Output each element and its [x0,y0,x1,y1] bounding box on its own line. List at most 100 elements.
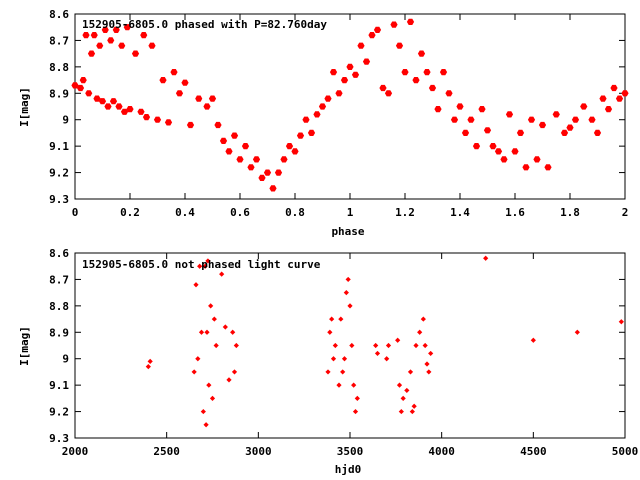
data-point [352,408,359,415]
y-tick-label: 8.7 [49,34,69,47]
data-point [233,342,239,349]
data-point [82,32,90,39]
data-point [258,174,266,181]
data-point [230,132,239,139]
phased-chart: 8.6 8.7 8.8 8.9 9 9.1 9.2 9.3 0 0.2 0.4 0.6 0.8 1 1.2… [18,8,629,238]
data-point [340,369,346,375]
data-point [231,369,238,375]
data-point [417,329,423,335]
data-point [511,148,519,155]
data-point [213,342,219,349]
y-tick-label: 8.6 [49,247,69,260]
data-point [159,77,167,84]
raw-x-axis-ticks: 2000 2500 3000 3500 4000 4500 5000 [62,253,638,458]
data-point [280,156,288,163]
data-point [413,342,419,349]
data-point [483,255,489,261]
data-point [379,84,387,92]
data-point [368,32,376,39]
x-tick-label: 1.6 [505,206,525,219]
raw-chart-title: 152905-6805.0 not phased light curve [82,258,321,271]
data-point [208,303,214,309]
data-point [296,132,305,139]
phased-x-axis-ticks: 0 0.2 0.4 0.6 0.8 1 1.2 1.4 1.6 1.8 2 [72,14,628,219]
data-point [197,263,203,269]
data-point [219,271,225,277]
data-point [153,116,162,123]
data-point [409,408,415,415]
data-point [516,129,525,136]
data-point [170,69,178,76]
data-point [434,106,442,113]
data-point [142,114,151,121]
data-point [423,69,431,76]
data-point [351,71,360,78]
data-point [76,84,85,92]
data-point [164,119,173,126]
data-point [148,42,156,49]
data-point [327,329,333,335]
data-point [494,148,503,155]
data-point [313,111,321,118]
data-point [140,32,148,39]
data-point [580,103,588,110]
data-point [181,79,189,86]
data-point [93,95,101,102]
y-tick-label: 9 [62,114,69,127]
data-point [204,329,210,335]
x-tick-label: 1 [347,206,354,219]
data-point [604,106,613,113]
data-point [400,395,406,401]
data-point [472,143,481,150]
data-point [505,111,514,118]
data-point [384,90,393,97]
y-tick-label: 8.6 [49,8,69,21]
data-point [202,263,208,269]
data-point [98,98,107,105]
data-point [621,90,629,97]
x-tick-label: 4000 [428,445,455,458]
data-point [593,129,602,136]
y-tick-label: 8.8 [49,61,69,74]
data-point [208,95,217,102]
data-point [422,342,428,349]
x-tick-label: 1.4 [450,206,470,219]
data-point [500,156,508,163]
data-point [428,84,437,92]
data-point [384,356,390,362]
data-point [574,329,580,335]
data-point [588,116,596,123]
x-tick-label: 0 [72,206,79,219]
data-point [206,382,212,388]
x-tick-label: 2000 [62,445,89,458]
data-point [404,387,410,394]
data-point [530,337,536,343]
y-tick-label: 9.1 [49,379,69,392]
data-point [461,129,470,136]
data-point [274,169,283,176]
data-point [107,37,115,44]
data-point [209,395,216,401]
data-point [599,95,607,102]
data-point [193,282,199,288]
data-point [426,369,432,375]
data-point [340,77,349,84]
data-point [145,364,151,370]
data-point [203,103,211,110]
data-point [318,103,327,110]
data-point [79,77,87,84]
data-point [396,382,403,388]
data-point [236,156,244,163]
phased-y-axis-ticks: 8.6 8.7 8.8 8.9 9 9.1 9.2 9.3 [49,8,625,206]
data-point [373,26,382,33]
data-point [191,369,197,375]
data-point [343,290,349,296]
data-point [395,42,404,49]
data-point [123,24,131,31]
data-point [522,164,530,171]
data-point [329,69,338,76]
data-point [219,137,228,144]
data-point [407,369,414,375]
data-point [112,26,120,33]
data-point [332,342,338,349]
